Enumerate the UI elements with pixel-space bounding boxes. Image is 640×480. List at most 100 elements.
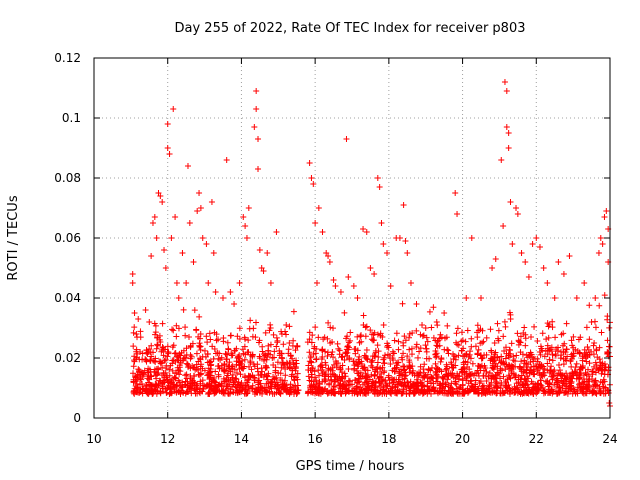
roti-point: [502, 378, 509, 385]
roti-point: [134, 376, 141, 383]
roti-point: [475, 390, 482, 397]
roti-point: [135, 316, 142, 322]
roti-point: [363, 355, 370, 362]
roti-point: [189, 377, 196, 384]
roti-point: [436, 388, 443, 395]
roti-point: [539, 373, 546, 380]
roti-point: [586, 382, 593, 389]
roti-point: [164, 376, 171, 383]
roti-point: [430, 334, 437, 341]
roti-point: [395, 338, 402, 345]
roti-point: [438, 334, 445, 341]
roti-point: [313, 356, 320, 363]
roti-point: [327, 324, 334, 331]
roti-point: [382, 377, 389, 384]
roti-point: [162, 265, 169, 271]
roti-point: [377, 330, 384, 337]
roti-point: [437, 358, 444, 365]
roti-point: [242, 223, 249, 229]
roti-point: [312, 324, 319, 331]
roti-point: [449, 351, 456, 358]
roti-point: [134, 388, 141, 395]
roti-point: [241, 356, 248, 363]
roti-point: [313, 280, 320, 286]
roti-point: [234, 381, 241, 388]
roti-point: [167, 385, 174, 392]
roti-point: [196, 190, 203, 196]
roti-point: [142, 386, 149, 393]
y-tick-label: 0: [73, 411, 81, 425]
roti-point: [560, 361, 567, 368]
roti-point: [133, 331, 140, 337]
x-tick-label: 20: [455, 432, 470, 446]
roti-point: [151, 368, 158, 375]
roti-point: [601, 292, 608, 299]
roti-point: [400, 363, 407, 370]
roti-point: [369, 382, 376, 389]
roti-point: [343, 382, 350, 389]
roti-point: [309, 332, 316, 339]
roti-point: [223, 157, 230, 163]
roti-point: [218, 380, 225, 387]
roti-point: [219, 387, 226, 394]
roti-point: [309, 388, 316, 395]
roti-point: [470, 388, 477, 395]
roti-point: [292, 363, 299, 370]
roti-point: [326, 259, 333, 265]
roti-point: [444, 372, 451, 379]
roti-point: [173, 280, 180, 286]
roti-point: [602, 384, 609, 391]
roti-point: [472, 381, 479, 388]
roti-point: [238, 388, 245, 395]
roti-point: [289, 371, 296, 378]
roti-point: [549, 351, 556, 358]
roti-point: [409, 369, 416, 376]
roti-point: [513, 205, 520, 211]
roti-point: [175, 295, 182, 301]
roti-point: [376, 382, 383, 389]
roti-point: [262, 329, 269, 336]
roti-point: [530, 390, 537, 397]
roti-point: [582, 354, 589, 361]
roti-point: [542, 348, 549, 355]
roti-point: [229, 374, 236, 381]
roti-point: [379, 364, 386, 371]
roti-point: [137, 328, 144, 335]
roti-point: [294, 382, 301, 389]
x-tick-label: 22: [529, 432, 544, 446]
roti-point: [263, 380, 270, 387]
roti-point: [546, 356, 553, 363]
roti-point: [599, 241, 606, 247]
roti-point: [432, 369, 439, 376]
roti-point: [202, 353, 209, 360]
roti-point: [467, 348, 474, 355]
ticks-layer: 10 12 14 16 18 20 22 24 0 0.02 0.04 0.06 0.08 0.1 0.12: [54, 51, 617, 446]
roti-point: [555, 259, 562, 265]
roti-point: [182, 332, 189, 339]
x-axis-label: GPS time / hours: [296, 459, 405, 474]
roti-point: [311, 345, 318, 352]
roti-point: [433, 319, 440, 325]
roti-point: [472, 370, 479, 377]
roti-point: [290, 359, 297, 366]
roti-point: [222, 351, 229, 358]
roti-point: [351, 366, 358, 373]
roti-point: [260, 351, 267, 358]
roti-point: [151, 214, 158, 220]
roti-point: [463, 350, 470, 357]
roti-point: [170, 106, 177, 112]
roti-point: [257, 384, 264, 391]
roti-point: [374, 359, 381, 366]
roti-point: [327, 373, 334, 380]
roti-point: [357, 369, 364, 376]
roti-point: [553, 372, 560, 379]
roti-point: [291, 377, 298, 384]
roti-point: [461, 368, 468, 375]
roti-point: [580, 375, 587, 382]
roti-point: [197, 330, 204, 337]
roti-point: [198, 388, 205, 395]
roti-point: [279, 360, 286, 367]
roti-point: [439, 374, 446, 381]
roti-point: [253, 389, 260, 396]
roti-point: [160, 377, 167, 384]
